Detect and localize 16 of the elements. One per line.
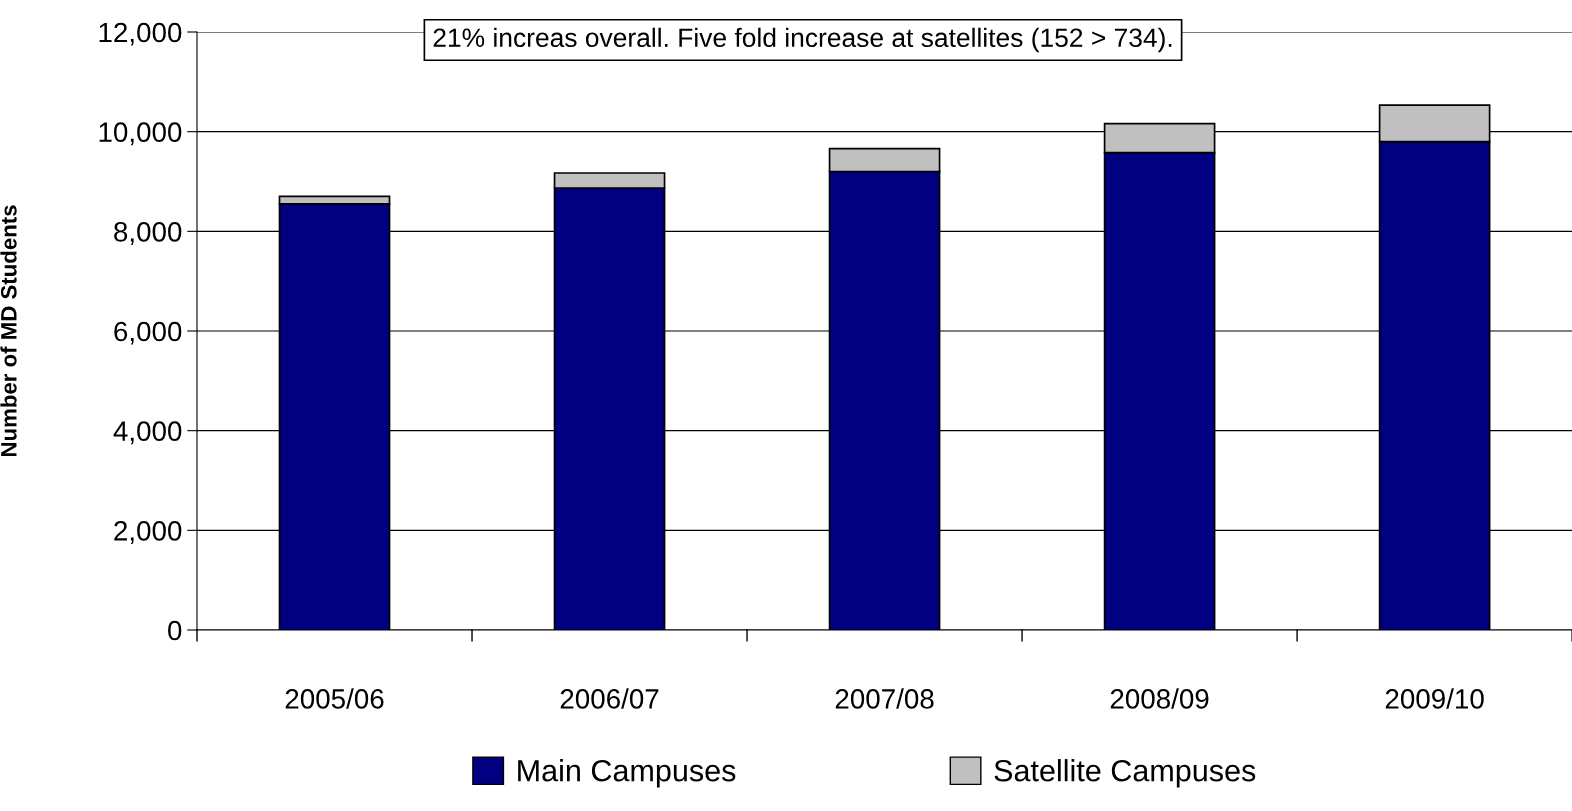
x-tick-label: 2006/07 bbox=[560, 688, 659, 709]
x-tick-label: 2007/08 bbox=[835, 688, 934, 709]
y-tick-label: 2,000 bbox=[114, 521, 182, 544]
y-tick-label: 4,000 bbox=[113, 421, 182, 445]
y-tick-label: 10,000 bbox=[99, 122, 182, 146]
y-tick-label: 0 bbox=[168, 620, 182, 641]
x-tick-label: 2009/10 bbox=[1385, 688, 1484, 709]
y-tick-label: 8,000 bbox=[114, 222, 182, 245]
x-tick-label: 2005/06 bbox=[285, 688, 384, 709]
y-tick-label: 12,000 bbox=[99, 22, 182, 46]
legend-label: Main Campuses bbox=[518, 759, 736, 788]
legend-label: Satellite Campuses bbox=[994, 759, 1256, 788]
annotation: 21% increas overall. Five fold increase at satellites (152 > 734). bbox=[433, 27, 1172, 53]
y-axis-title: Number of MD Students bbox=[0, 205, 17, 457]
y-tick-label: 6,000 bbox=[114, 321, 182, 345]
x-tick-label: 2008/09 bbox=[1110, 688, 1209, 709]
